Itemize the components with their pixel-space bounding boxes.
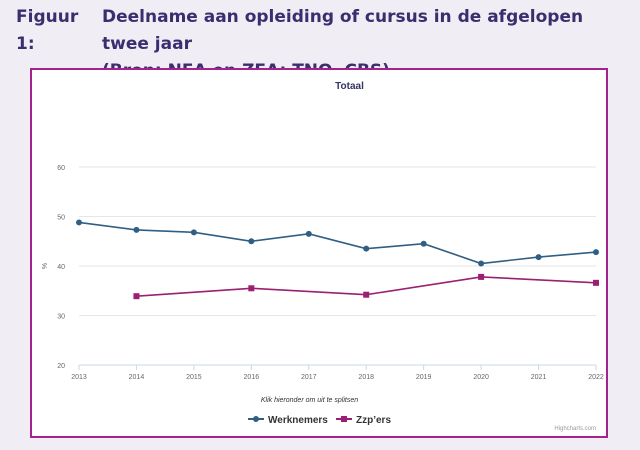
y-tick-label: 60 (57, 165, 65, 172)
chart-credits[interactable]: Highcharts.com (554, 426, 596, 432)
legend-title: Klik hieronder om uit te splitsen (261, 397, 358, 404)
data-point[interactable] (420, 240, 427, 247)
data-point[interactable] (133, 226, 140, 233)
data-point[interactable] (248, 238, 255, 245)
x-tick-label: 2016 (244, 374, 260, 381)
legend-item-label[interactable]: Werknemers (268, 415, 328, 426)
data-point[interactable] (593, 279, 599, 286)
x-tick-label: 2019 (416, 374, 432, 381)
legend-marker[interactable] (341, 416, 347, 422)
x-tick-label: 2013 (71, 374, 87, 381)
x-tick-label: 2015 (186, 374, 202, 381)
y-axis-label: % (42, 263, 49, 269)
data-point[interactable] (478, 260, 485, 267)
data-point[interactable] (76, 219, 82, 226)
y-tick-label: 50 (57, 215, 65, 222)
y-tick-label: 20 (57, 363, 65, 370)
figure-title: Deelname aan opleiding of cursus in de a… (102, 7, 584, 54)
legend-marker[interactable] (253, 416, 259, 422)
data-point[interactable] (363, 245, 370, 252)
data-point[interactable] (133, 293, 140, 300)
data-point[interactable] (363, 291, 370, 298)
chart-frame: Totaal 20 30 40 50 60% 2013 2014 2015 2016 2017 201… (30, 68, 608, 438)
data-point[interactable] (535, 254, 542, 261)
legend-item-label[interactable]: Zzp’ers (356, 415, 391, 426)
x-tick-label: 2014 (129, 374, 145, 381)
x-tick-label: 2020 (473, 374, 489, 381)
y-tick-label: 40 (57, 264, 65, 271)
chart-title: Totaal (335, 81, 364, 92)
data-point[interactable] (305, 230, 312, 237)
x-tick-label: 2021 (531, 374, 547, 381)
x-tick-label: 2022 (588, 374, 604, 381)
line-chart: Totaal 20 30 40 50 60% 2013 2014 2015 2016 2017 201… (42, 81, 604, 426)
series-line-1 (78, 221, 597, 265)
data-point[interactable] (248, 285, 255, 292)
data-point[interactable] (190, 229, 197, 236)
data-point[interactable] (593, 249, 599, 256)
data-point[interactable] (478, 273, 485, 280)
y-tick-label: 30 (57, 314, 65, 321)
x-tick-label: 2018 (358, 374, 374, 381)
x-tick-label: 2017 (301, 374, 317, 381)
figure-label: Figuur 1: (16, 7, 79, 54)
